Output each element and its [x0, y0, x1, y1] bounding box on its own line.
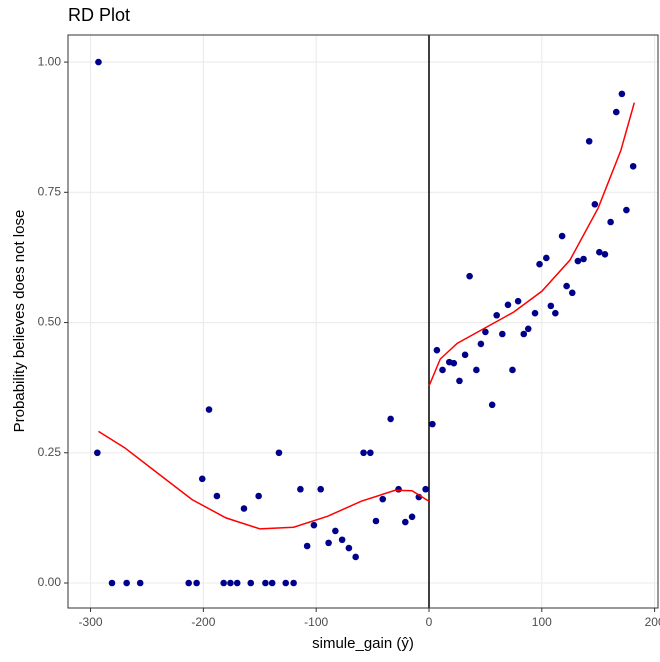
point — [310, 521, 318, 529]
point — [123, 579, 130, 587]
point — [466, 272, 473, 280]
point — [623, 206, 630, 214]
point — [585, 137, 593, 145]
point — [395, 485, 402, 493]
x-tick-label: -200 — [191, 615, 215, 629]
point — [402, 518, 409, 526]
point — [275, 449, 283, 457]
y-tick-label: 0.75 — [38, 184, 62, 198]
point — [372, 517, 380, 525]
point — [94, 449, 101, 457]
point — [493, 311, 500, 319]
point — [563, 282, 570, 290]
point — [282, 579, 290, 587]
point — [433, 346, 441, 354]
point — [596, 248, 603, 256]
point — [262, 579, 269, 587]
point — [524, 325, 532, 333]
point — [136, 579, 144, 587]
point — [317, 485, 324, 493]
point — [345, 544, 353, 552]
point — [499, 330, 506, 338]
point — [408, 513, 416, 521]
point — [536, 260, 543, 268]
point — [360, 449, 367, 457]
point — [552, 309, 559, 317]
point — [193, 579, 200, 587]
point — [612, 108, 620, 116]
point — [482, 328, 489, 336]
x-tick-label: -300 — [79, 615, 103, 629]
point — [509, 366, 516, 374]
point — [477, 340, 485, 348]
point — [473, 366, 480, 374]
point — [255, 492, 262, 500]
point — [240, 505, 248, 512]
point — [429, 420, 436, 428]
point — [618, 90, 626, 98]
point — [591, 200, 599, 208]
point — [580, 255, 587, 263]
chart-title: RD Plot — [68, 5, 130, 25]
point — [198, 475, 206, 483]
point — [488, 401, 496, 409]
point — [379, 495, 387, 503]
point — [95, 58, 102, 66]
point — [514, 297, 522, 305]
x-axis-label: simule_gain (ŷ) — [312, 635, 414, 652]
point — [574, 257, 582, 265]
point — [520, 330, 528, 338]
panel-border — [67, 34, 659, 609]
fit-line — [98, 430, 430, 530]
point — [332, 527, 339, 535]
point — [558, 232, 566, 240]
fit-line — [428, 102, 636, 387]
point — [504, 301, 512, 309]
point — [185, 579, 193, 587]
point — [422, 485, 429, 493]
point — [325, 539, 332, 547]
x-tick-label: 200 — [645, 615, 660, 629]
point — [233, 579, 241, 587]
y-tick-label: 0.00 — [38, 575, 62, 589]
x-tick-label: -100 — [304, 615, 328, 629]
point — [297, 485, 304, 493]
point — [531, 309, 539, 317]
point — [268, 579, 276, 587]
point — [367, 449, 374, 457]
y-tick-label: 1.00 — [38, 54, 62, 68]
point — [387, 415, 394, 423]
point — [601, 251, 609, 258]
point — [456, 377, 463, 385]
point — [629, 162, 637, 170]
point — [352, 553, 359, 561]
point — [220, 579, 227, 587]
point — [568, 289, 576, 297]
point — [547, 302, 555, 310]
point — [213, 492, 221, 500]
y-axis-label: Probability believes does not lose — [11, 210, 28, 433]
point — [607, 218, 614, 226]
point — [247, 579, 255, 587]
point — [543, 254, 550, 262]
point — [227, 579, 234, 587]
point — [108, 579, 116, 587]
point — [303, 542, 311, 550]
y-tick-label: 0.25 — [38, 445, 62, 459]
point — [439, 366, 446, 374]
y-tick-label: 0.50 — [38, 315, 62, 329]
point — [338, 536, 346, 544]
point — [450, 359, 458, 367]
point — [461, 351, 469, 359]
point — [290, 579, 297, 587]
x-tick-label: 0 — [426, 615, 433, 629]
point — [205, 406, 213, 413]
x-tick-label: 100 — [532, 615, 552, 629]
